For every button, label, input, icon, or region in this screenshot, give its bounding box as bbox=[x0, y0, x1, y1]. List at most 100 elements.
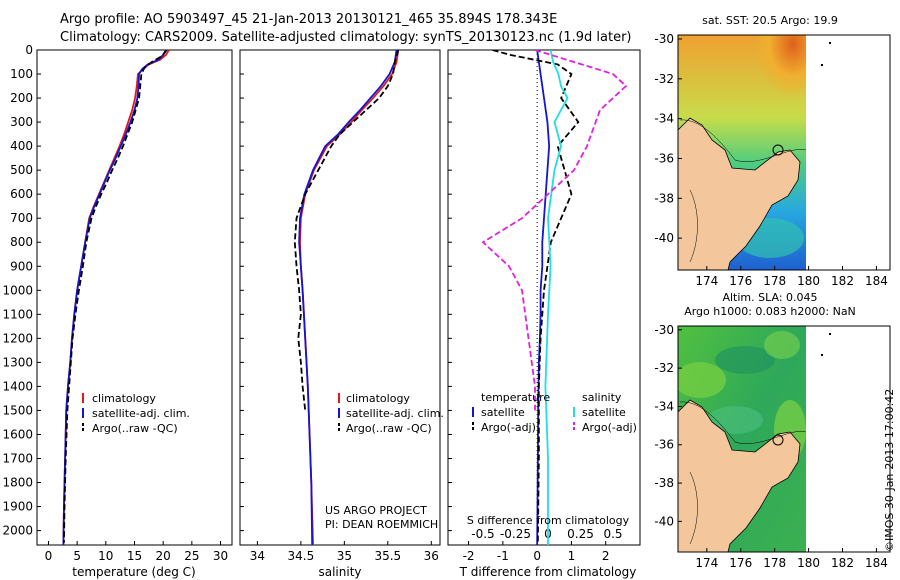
x-tick-label: 30 bbox=[213, 549, 228, 563]
profile-location-marker bbox=[772, 144, 784, 156]
bathymetry-contour bbox=[689, 471, 698, 545]
x-tick-label: -2 bbox=[463, 549, 475, 563]
depth-tick-label: 2000 bbox=[2, 524, 33, 538]
legend-title-salinity: salinity bbox=[582, 391, 622, 404]
map-x-tick-label: 176 bbox=[729, 556, 752, 570]
x-tick-label: 2 bbox=[602, 549, 610, 563]
map-x-tick-label: 182 bbox=[831, 556, 854, 570]
map-sst-frame bbox=[677, 34, 891, 271]
series-s-satellite bbox=[544, 50, 569, 545]
legend-label-climatology: climatology bbox=[346, 392, 410, 405]
depth-tick-label: 1600 bbox=[2, 427, 33, 441]
map-x-tick-label: 178 bbox=[763, 556, 786, 570]
map-sla: Altim. SLA: 0.045 Argo h1000: 0.083 h200… bbox=[654, 291, 891, 570]
x-tick-label: 34.5 bbox=[288, 549, 315, 563]
x-tick-label: 35.5 bbox=[374, 549, 401, 563]
x-tick-label: -1 bbox=[497, 549, 509, 563]
legend-label-argo: Argo(..raw -QC) bbox=[346, 422, 432, 435]
s-diff-tick-label: 0.25 bbox=[567, 527, 594, 541]
series-s-argo-adj bbox=[481, 50, 628, 411]
depth-tick-label: 200 bbox=[10, 91, 33, 105]
difference-secondary-axis: -0.5 -0.25 0 0.25 0.5 bbox=[471, 527, 622, 541]
x-tick-label: 10 bbox=[98, 549, 113, 563]
map-y-tick-label: -30 bbox=[654, 32, 674, 46]
legend-title-temperature: temperature bbox=[481, 391, 550, 404]
imos-timestamp: ©IMOS 30-Jan-2013 17:00:42 bbox=[883, 389, 896, 552]
map-x-tick-label: 184 bbox=[865, 274, 888, 288]
bathymetry-contour bbox=[679, 119, 807, 162]
legend-label-argo: Argo(..raw -QC) bbox=[92, 422, 178, 435]
land-new-zealand bbox=[678, 399, 801, 552]
legend-label-satellite: satellite-adj. clim. bbox=[92, 407, 190, 420]
x-tick-label: 15 bbox=[127, 549, 142, 563]
series-argo-raw-qc bbox=[63, 50, 168, 543]
x-tick-label: 20 bbox=[156, 549, 171, 563]
header-line-2: Climatology: CARS2009. Satellite-adjuste… bbox=[60, 30, 632, 45]
s-diff-tick-label: -0.5 bbox=[471, 527, 494, 541]
salinity-legend: climatology satellite-adj. clim. Argo(..… bbox=[338, 392, 444, 435]
salinity-y-ticks bbox=[240, 49, 244, 532]
depth-tick-label: 1800 bbox=[2, 476, 33, 490]
depth-tick-label: 800 bbox=[10, 235, 33, 249]
panel-temperature-frame bbox=[36, 49, 233, 546]
sla-patch bbox=[678, 362, 726, 398]
legend-label-s-argo: Argo(-adj) bbox=[582, 421, 637, 434]
legend-label-t-satellite: satellite bbox=[481, 406, 525, 419]
depth-tick-label: 1900 bbox=[2, 500, 33, 514]
map-sst-axes: 174 176 178 180 182 184 -30 -32 -34 -36 -38 -40 bbox=[654, 32, 887, 288]
x-tick-label: 0 bbox=[533, 549, 541, 563]
map-y-tick-label: -32 bbox=[654, 361, 674, 375]
x-tick-label: 35 bbox=[337, 549, 352, 563]
map-y-tick-label: -34 bbox=[654, 399, 674, 413]
depth-tick-label: 1100 bbox=[2, 307, 33, 321]
map-y-tick-label: -36 bbox=[654, 151, 674, 165]
bathymetry-contour bbox=[689, 189, 698, 263]
difference-x-axis: -2 -1 0 1 2 bbox=[463, 541, 610, 563]
depth-tick-label: 0 bbox=[25, 43, 33, 57]
depth-tick-label: 1000 bbox=[2, 283, 33, 297]
temperature-x-axis: 0 5 10 15 20 25 30 bbox=[45, 541, 228, 563]
map-x-tick-label: 176 bbox=[729, 274, 752, 288]
difference-profiles bbox=[481, 50, 628, 545]
project-annotation: US ARGO PROJECT bbox=[325, 504, 427, 517]
map-x-tick-label: 180 bbox=[797, 274, 820, 288]
bathymetry-contour bbox=[679, 401, 807, 444]
series-t-argo-adj bbox=[492, 50, 580, 543]
depth-tick-label: 1400 bbox=[2, 379, 33, 393]
depth-tick-label: 600 bbox=[10, 187, 33, 201]
panel-salinity: 34 34.5 35 35.5 36 salinity climatology sate… bbox=[239, 49, 444, 579]
temperature-profiles bbox=[62, 50, 170, 545]
profile-location-marker bbox=[772, 434, 784, 446]
legend-label-satellite: satellite-adj. clim. bbox=[346, 407, 444, 420]
map-y-tick-label: -34 bbox=[654, 112, 674, 126]
map-sla-subtitle: Argo h1000: 0.083 h2000: NaN bbox=[684, 305, 856, 318]
panel-difference: -2 -1 0 1 2 -0.5 -0.25 0 0.25 0.5 S difference f… bbox=[447, 49, 641, 579]
salinity-profiles bbox=[293, 50, 400, 545]
x-tick-label: 5 bbox=[73, 549, 81, 563]
kermadec-island bbox=[829, 333, 831, 335]
x-tick-label: 36 bbox=[424, 549, 439, 563]
s-diff-tick-label: 0.5 bbox=[603, 527, 622, 541]
panel-temperature: 0100200300400500600700800900100011001200… bbox=[2, 43, 233, 579]
map-x-tick-label: 184 bbox=[865, 556, 888, 570]
map-y-tick-label: -38 bbox=[654, 476, 674, 490]
depth-tick-label: 1700 bbox=[2, 451, 33, 465]
map-y-tick-label: -40 bbox=[654, 231, 674, 245]
s-diff-tick-label: -0.25 bbox=[500, 527, 531, 541]
map-x-tick-label: 180 bbox=[797, 556, 820, 570]
map-sla-title: Altim. SLA: 0.045 bbox=[722, 291, 817, 304]
map-y-tick-label: -30 bbox=[654, 323, 674, 337]
salinity-x-axis: 34 34.5 35 35.5 36 bbox=[250, 541, 439, 563]
panel-salinity-frame bbox=[239, 49, 441, 546]
map-y-tick-label: -36 bbox=[654, 438, 674, 452]
depth-tick-label: 400 bbox=[10, 139, 33, 153]
map-y-tick-label: -38 bbox=[654, 191, 674, 205]
difference-legend: temperature satellite Argo(-adj) salinit… bbox=[472, 391, 637, 434]
series-satellite-adj-clim bbox=[298, 50, 398, 545]
depth-axis: 0 100 200 300 400 500 600 700 800 900 1000 1100 1200… bbox=[2, 43, 41, 538]
depth-tick-label: 300 bbox=[10, 115, 33, 129]
map-sst-title: sat. SST: 20.5 Argo: 19.9 bbox=[702, 14, 838, 27]
map-x-tick-label: 182 bbox=[831, 274, 854, 288]
temperature-xlabel: temperature (deg C) bbox=[72, 565, 195, 579]
